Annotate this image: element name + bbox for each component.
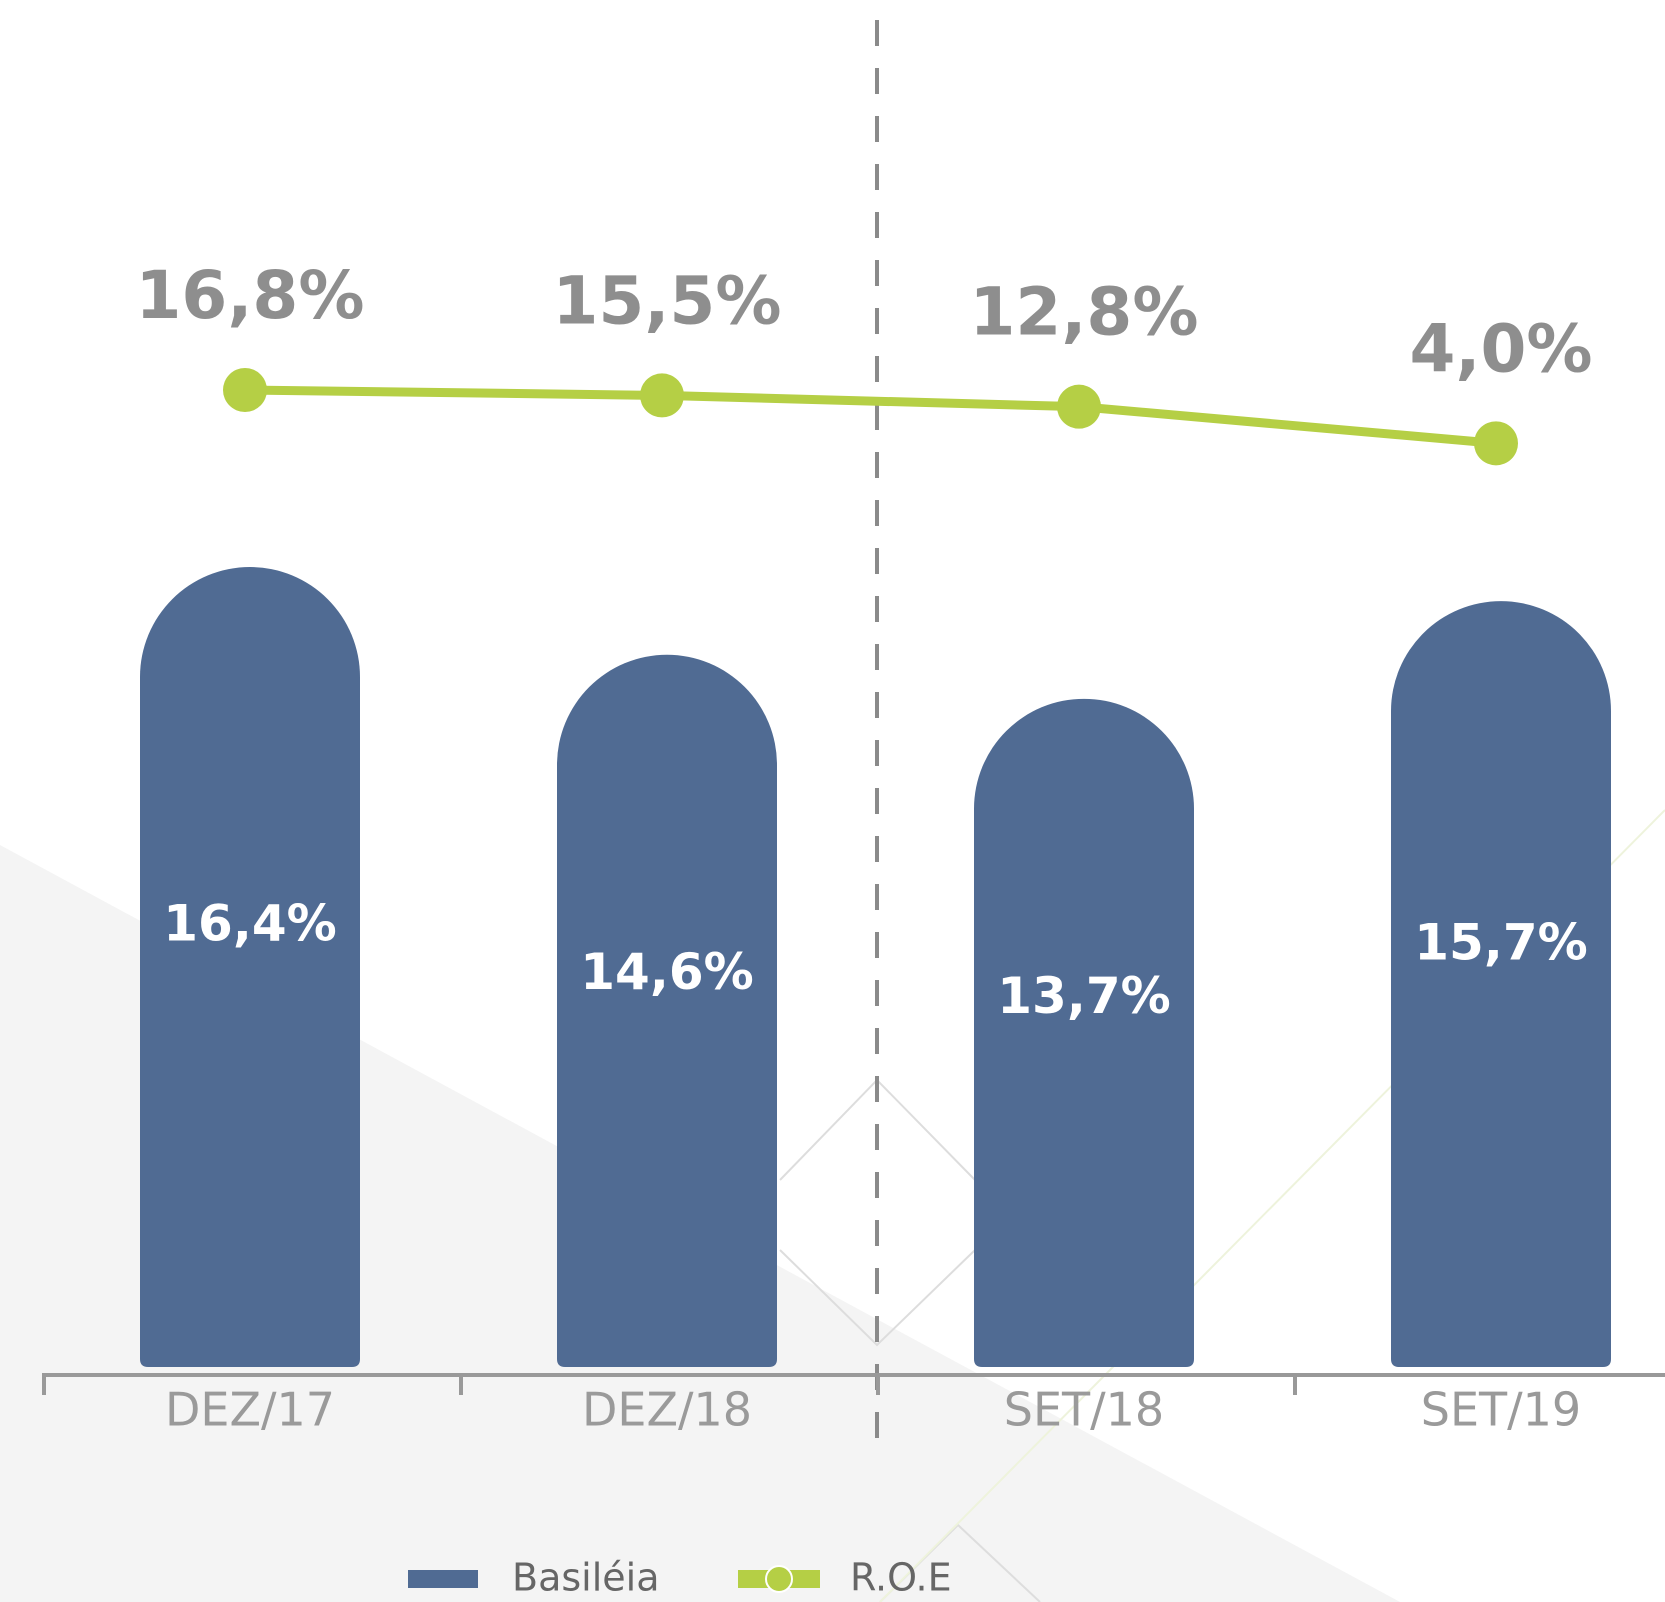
bar bbox=[140, 567, 360, 1367]
decor bbox=[779, 1249, 976, 1347]
line-marker bbox=[223, 368, 267, 412]
line-marker bbox=[640, 373, 684, 418]
x-tick-label: SET/18 bbox=[1004, 1383, 1164, 1437]
line-value-label: 16,8% bbox=[136, 257, 365, 334]
line-marker bbox=[1057, 384, 1101, 429]
legend-label: Basiléia bbox=[512, 1556, 660, 1600]
bar-value-label: 16,4% bbox=[163, 895, 336, 953]
legend-label: R.O.E bbox=[850, 1556, 952, 1600]
bar-value-label: 14,6% bbox=[580, 943, 753, 1001]
line bbox=[244, 385, 1497, 448]
line-value-label: 15,5% bbox=[553, 262, 782, 339]
x-tick-label: SET/19 bbox=[1421, 1383, 1581, 1437]
x-tick-label: DEZ/17 bbox=[165, 1383, 335, 1437]
legend-marker bbox=[765, 1565, 793, 1593]
bar-value-label: 13,7% bbox=[997, 967, 1170, 1025]
line-marker bbox=[1474, 421, 1518, 466]
x-tick-label: DEZ/18 bbox=[582, 1383, 752, 1437]
bar-value-label: 15,7% bbox=[1414, 913, 1587, 971]
bar bbox=[1391, 601, 1611, 1367]
bar bbox=[557, 654, 777, 1367]
line-value-label: 12,8% bbox=[970, 274, 1199, 351]
bar bbox=[974, 698, 1194, 1367]
legend: Basiléia R.O.E bbox=[408, 1556, 952, 1600]
line-value-label: 4,0% bbox=[1409, 310, 1592, 387]
legend-swatch bbox=[408, 1570, 478, 1588]
plot: DEZ/17 DEZ/18 SET/18 SET/19 16,4% 14,6% 13,7% 1… bbox=[42, 257, 1665, 1437]
